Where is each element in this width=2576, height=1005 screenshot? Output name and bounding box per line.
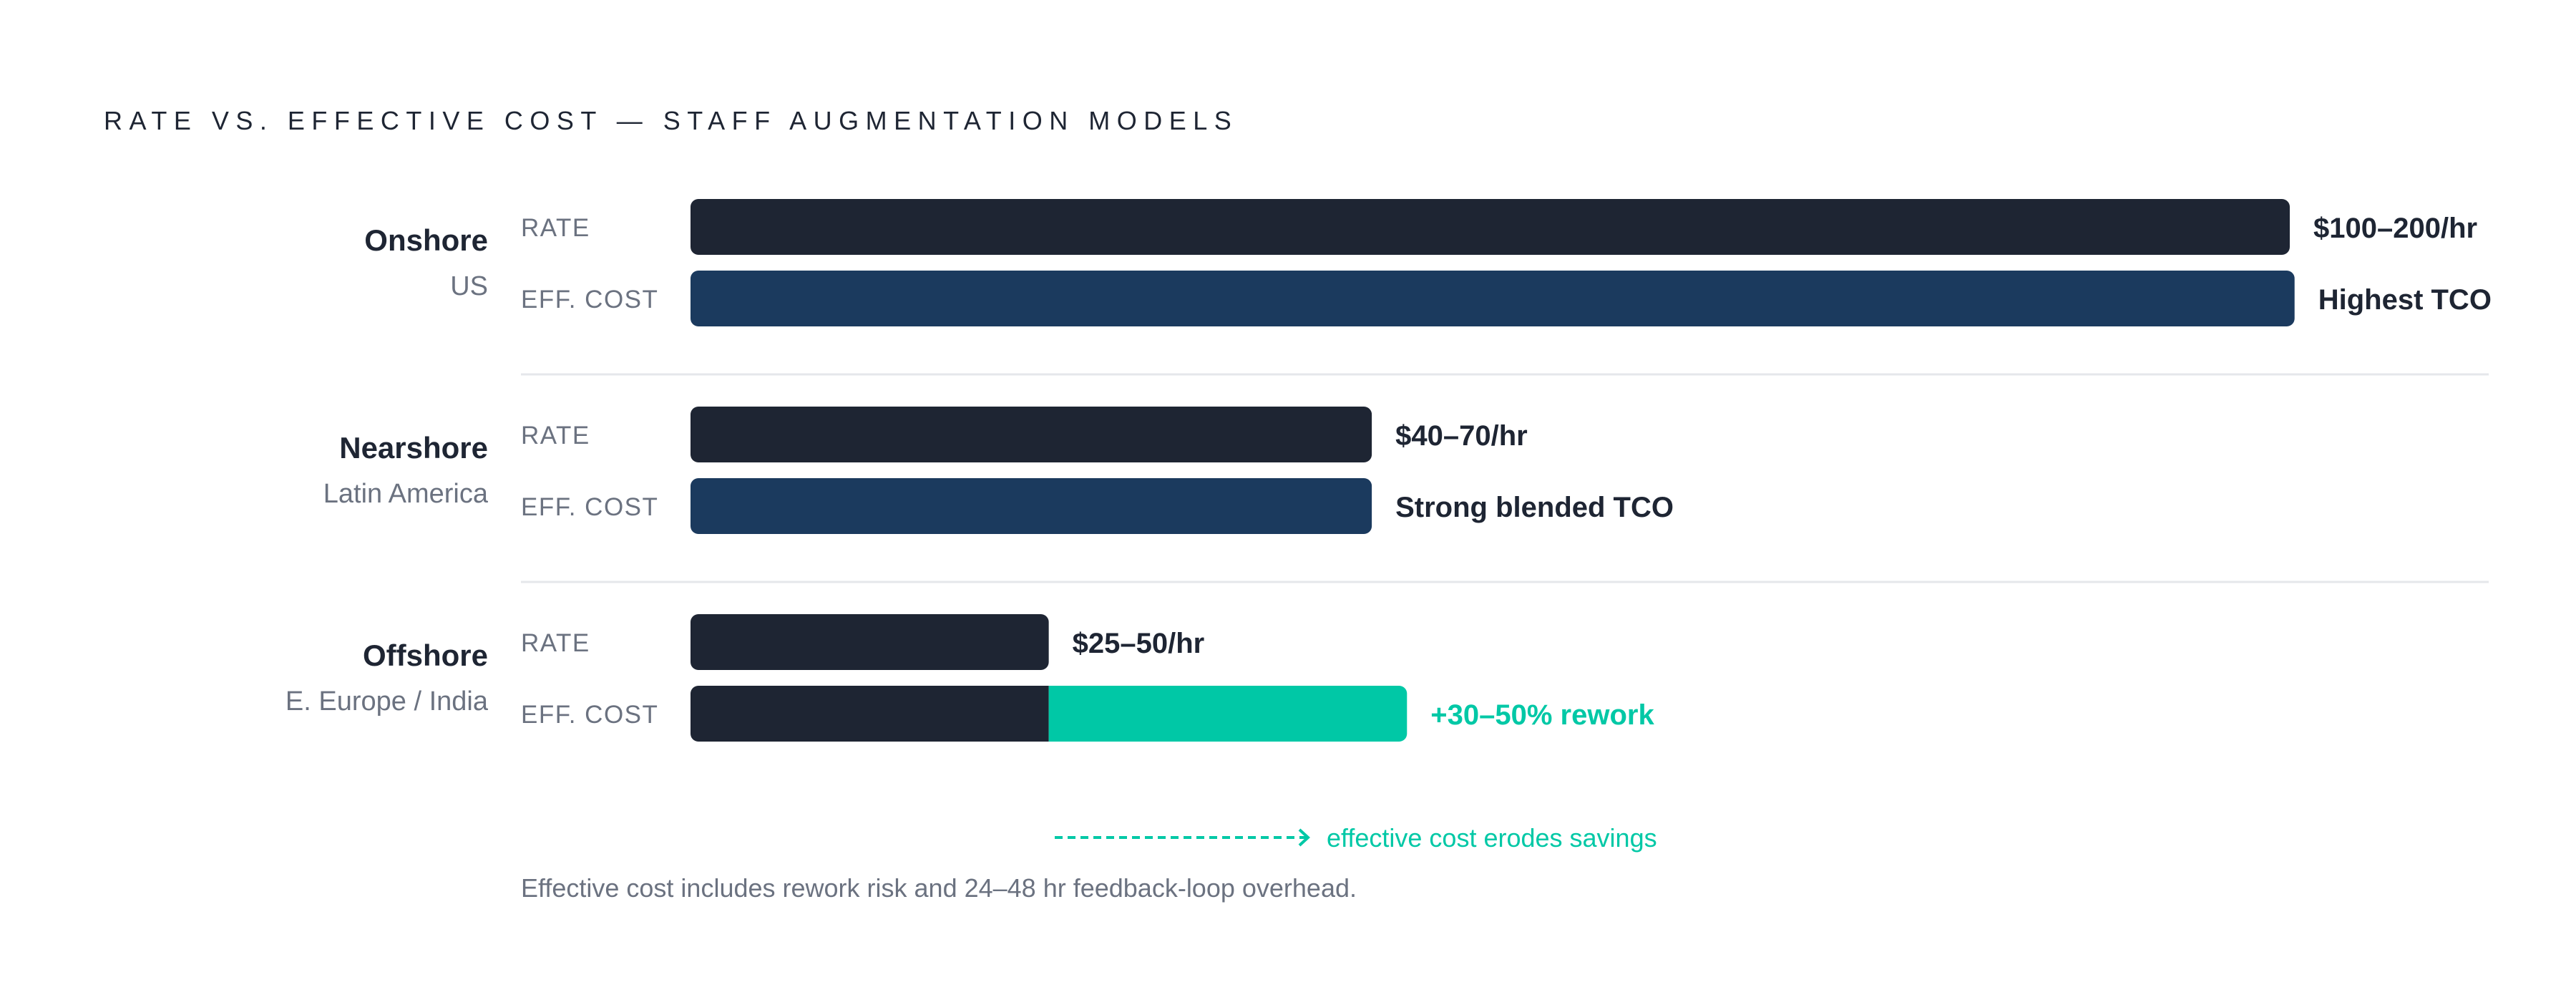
group-sublabel-nearshore: Latin America — [323, 479, 489, 509]
bar-eff-cost-nearshore — [691, 478, 1372, 534]
group-sublabel-onshore: US — [450, 271, 488, 301]
chart-title: RATE VS. EFFECTIVE COST — STAFF AUGMENTA… — [104, 106, 1239, 135]
value-label-rate-onshore: $100–200/hr — [2313, 213, 2477, 244]
value-label-rate-nearshore: $40–70/hr — [1395, 420, 1528, 452]
row-label-eff-cost: EFF. COST — [521, 493, 658, 521]
bar-eff-cost-offshore — [691, 686, 1049, 742]
bar-rate-onshore — [691, 199, 2290, 255]
row-label-eff-cost: EFF. COST — [521, 701, 658, 729]
value-label-rate-offshore: $25–50/hr — [1073, 628, 1205, 659]
bar-eff-cost-onshore — [691, 271, 2295, 326]
bar-rate-nearshore — [691, 407, 1372, 462]
bar-rework-offshore — [1048, 686, 1407, 742]
row-label-rate: RATE — [521, 214, 590, 242]
chart-footnote: Effective cost includes rework risk and … — [521, 873, 1357, 903]
value-label-eff-cost-offshore: +30–50% rework — [1430, 699, 1654, 731]
row-label-eff-cost: EFF. COST — [521, 286, 658, 314]
group-label-onshore: Onshore — [364, 223, 488, 257]
value-label-eff-cost-nearshore: Strong blended TCO — [1395, 492, 1674, 523]
value-label-eff-cost-onshore: Highest TCO — [2318, 284, 2492, 316]
group-label-nearshore: Nearshore — [339, 431, 488, 465]
row-label-rate: RATE — [521, 422, 590, 450]
row-label-rate: RATE — [521, 629, 590, 657]
annotation-text: effective cost erodes savings — [1327, 823, 1657, 853]
annotation-arrow-head — [1298, 828, 1310, 847]
bar-rate-offshore — [691, 614, 1049, 670]
group-label-offshore: Offshore — [363, 639, 488, 672]
group-sublabel-offshore: E. Europe / India — [286, 686, 489, 717]
